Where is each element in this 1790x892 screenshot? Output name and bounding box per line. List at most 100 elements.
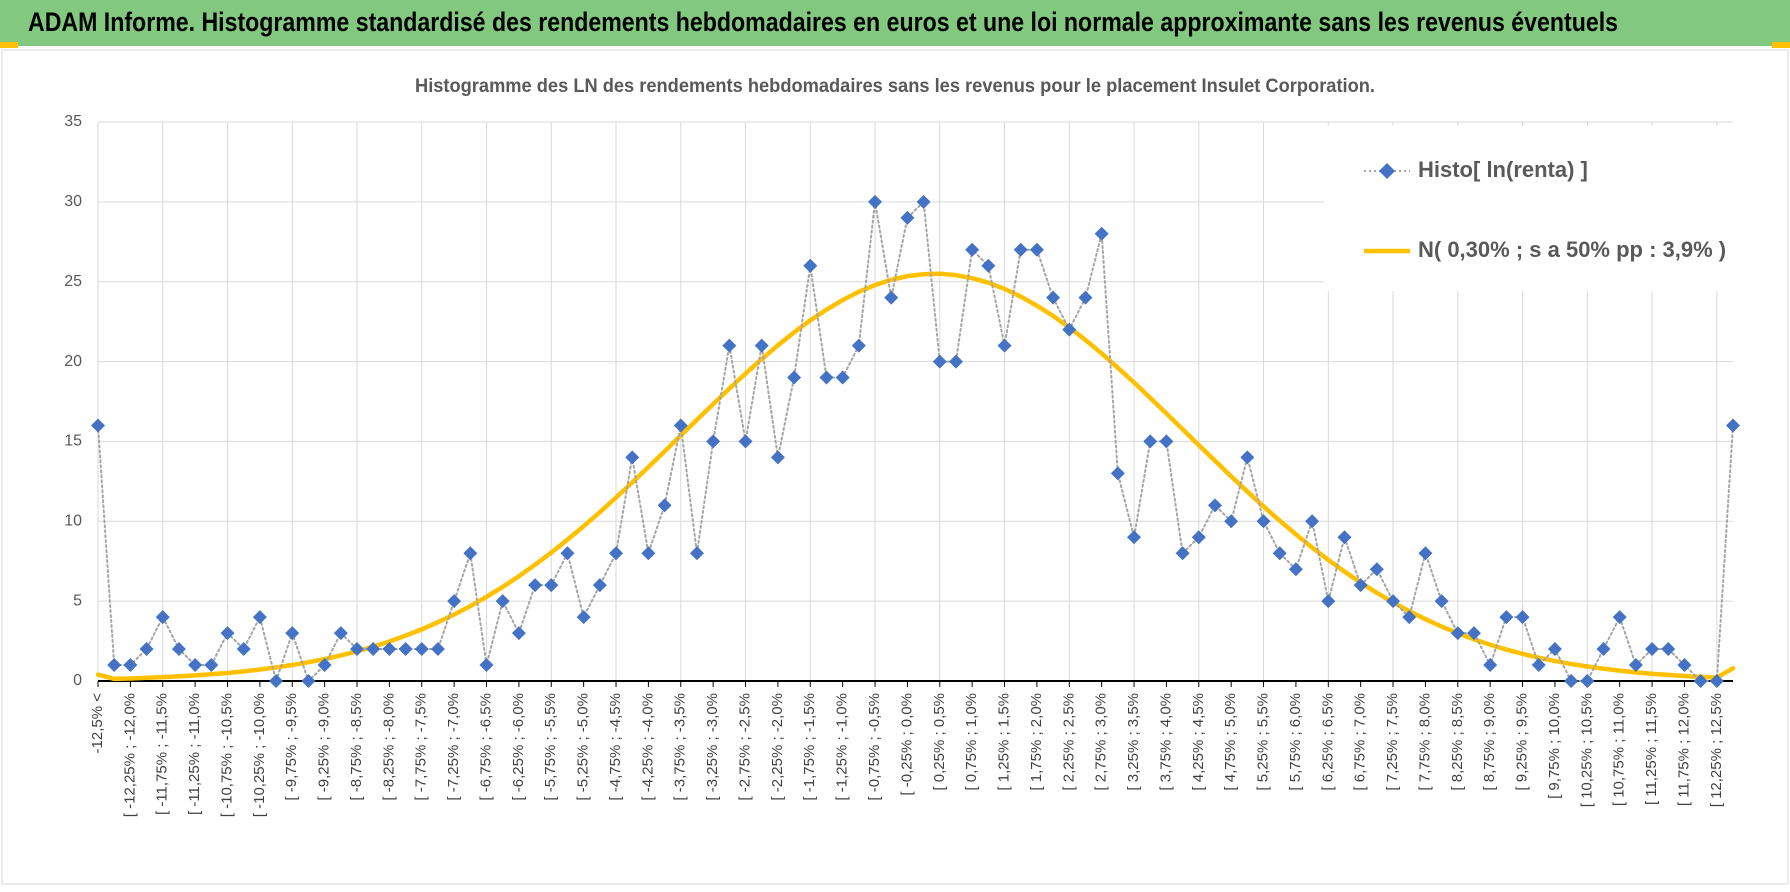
data-point bbox=[495, 594, 510, 609]
data-point bbox=[171, 642, 186, 657]
data-point bbox=[1709, 674, 1724, 688]
data-point bbox=[948, 354, 963, 369]
y-tick-label: 5 bbox=[73, 592, 82, 609]
data-point bbox=[1596, 642, 1611, 657]
x-tick-label: [ 2,75% ; 3,0% bbox=[1093, 693, 1110, 791]
data-point bbox=[592, 578, 607, 593]
y-tick-label: 30 bbox=[64, 193, 82, 210]
x-tick-label: [ -9,75% ; -9,5% bbox=[283, 693, 300, 801]
data-point bbox=[139, 642, 154, 657]
data-point bbox=[91, 418, 105, 433]
x-tick-label: [ -6,75% ; -6,5% bbox=[477, 693, 494, 801]
data-point bbox=[657, 498, 672, 513]
x-tick-label: [ 5,25% ; 5,5% bbox=[1255, 693, 1272, 791]
data-point bbox=[868, 194, 883, 209]
data-point bbox=[1224, 514, 1239, 529]
data-point bbox=[317, 658, 332, 673]
y-tick-label: 10 bbox=[64, 513, 82, 530]
data-point bbox=[1207, 498, 1222, 513]
data-point bbox=[1612, 610, 1627, 625]
header-accent bbox=[0, 42, 18, 48]
data-point bbox=[609, 546, 624, 561]
data-point bbox=[1078, 290, 1093, 305]
legend-marker bbox=[1379, 163, 1395, 179]
x-tick-label: [ 7,25% ; 7,5% bbox=[1384, 693, 1401, 791]
data-point bbox=[1483, 658, 1498, 673]
x-tick-label: [ 12,25% ; 12,5% bbox=[1708, 693, 1725, 807]
data-point bbox=[1628, 658, 1643, 673]
x-tick-label: [ 6,25% ; 6,5% bbox=[1319, 693, 1336, 791]
data-point bbox=[1159, 434, 1174, 449]
x-tick-label: [ -2,25% ; -2,0% bbox=[769, 693, 786, 801]
x-tick-label: [ -4,75% ; -4,5% bbox=[607, 693, 624, 801]
data-point bbox=[269, 674, 284, 688]
data-point bbox=[1046, 290, 1061, 305]
data-point bbox=[1143, 434, 1158, 449]
x-tick-label: [ -11,25% ; -11,0% bbox=[186, 693, 203, 815]
data-point bbox=[900, 210, 915, 225]
x-tick-label: [ -1,75% ; -1,5% bbox=[801, 693, 818, 801]
data-point bbox=[123, 658, 138, 673]
series-curve bbox=[95, 271, 1736, 682]
data-point bbox=[803, 258, 818, 273]
x-tick-label: [ 0,25% ; 0,5% bbox=[931, 693, 948, 791]
x-tick-label: [ 7,75% ; 8,0% bbox=[1416, 693, 1433, 791]
data-point bbox=[1256, 514, 1271, 529]
data-point bbox=[1547, 642, 1562, 657]
data-point bbox=[1321, 594, 1336, 609]
x-tick-label: [ -4,25% ; -4,0% bbox=[639, 693, 656, 801]
x-tick-label: -12,5% < bbox=[89, 693, 106, 754]
data-point bbox=[689, 546, 704, 561]
data-point bbox=[1693, 674, 1708, 688]
y-tick-label: 25 bbox=[64, 273, 82, 290]
data-point bbox=[1531, 658, 1546, 673]
data-point bbox=[463, 546, 478, 561]
x-tick-label: [ 0,75% ; 1,0% bbox=[963, 693, 980, 791]
x-tick-label: [ -0,75% ; -0,5% bbox=[866, 693, 883, 801]
x-tick-label: [ -9,25% ; -9,0% bbox=[316, 693, 333, 801]
x-tick-label: [ 8,75% ; 9,0% bbox=[1481, 693, 1498, 791]
data-point bbox=[1434, 594, 1449, 609]
data-point bbox=[835, 370, 850, 385]
data-point bbox=[1386, 594, 1401, 609]
header-accent bbox=[1772, 42, 1790, 48]
x-tick-label: [ 5,75% ; 6,0% bbox=[1287, 693, 1304, 791]
x-tick-label: [ -6,25% ; -6,0% bbox=[510, 693, 527, 801]
data-point bbox=[382, 642, 397, 657]
data-point bbox=[625, 450, 640, 465]
data-point bbox=[1094, 226, 1109, 241]
x-tick-label: [ 10,25% ; 10,5% bbox=[1578, 693, 1595, 807]
data-point bbox=[544, 578, 559, 593]
x-tick-label: [ 1,75% ; 2,0% bbox=[1028, 693, 1045, 791]
data-point bbox=[916, 194, 931, 209]
x-tick-label: [ 9,75% ; 10,0% bbox=[1546, 693, 1563, 799]
data-point bbox=[770, 450, 785, 465]
data-point bbox=[1191, 530, 1206, 545]
header-title: ADAM Informe. Histogramme standardisé de… bbox=[28, 7, 1618, 37]
data-point bbox=[787, 370, 802, 385]
data-point bbox=[851, 338, 866, 353]
data-point bbox=[1127, 530, 1142, 545]
data-point bbox=[236, 642, 251, 657]
legend-box bbox=[1324, 126, 1734, 291]
data-point bbox=[1580, 674, 1595, 688]
header-bar bbox=[0, 0, 1790, 46]
x-tick-label: [ 3,75% ; 4,0% bbox=[1157, 693, 1174, 791]
data-point bbox=[479, 658, 494, 673]
x-tick-label: [ -10,75% ; -10,5% bbox=[218, 693, 235, 817]
x-tick-label: [ -10,25% ; -10,0% bbox=[251, 693, 268, 817]
data-point bbox=[673, 418, 688, 433]
x-tick-label: [ 3,25% ; 3,5% bbox=[1125, 693, 1142, 791]
x-tick-label: [ -3,25% ; -3,0% bbox=[704, 693, 721, 801]
data-point bbox=[430, 642, 445, 657]
data-point bbox=[641, 546, 656, 561]
data-point bbox=[1062, 322, 1077, 337]
x-tick-label: [ -3,75% ; -3,5% bbox=[672, 693, 689, 801]
x-tick-label: [ -0,25% ; 0,0% bbox=[898, 693, 915, 796]
data-point bbox=[722, 338, 737, 353]
x-tick-label: [ -2,75% ; -2,5% bbox=[736, 693, 753, 801]
data-point bbox=[1564, 674, 1579, 688]
x-tick-label: [ -8,25% ; -8,0% bbox=[380, 693, 397, 801]
data-point bbox=[1337, 530, 1352, 545]
